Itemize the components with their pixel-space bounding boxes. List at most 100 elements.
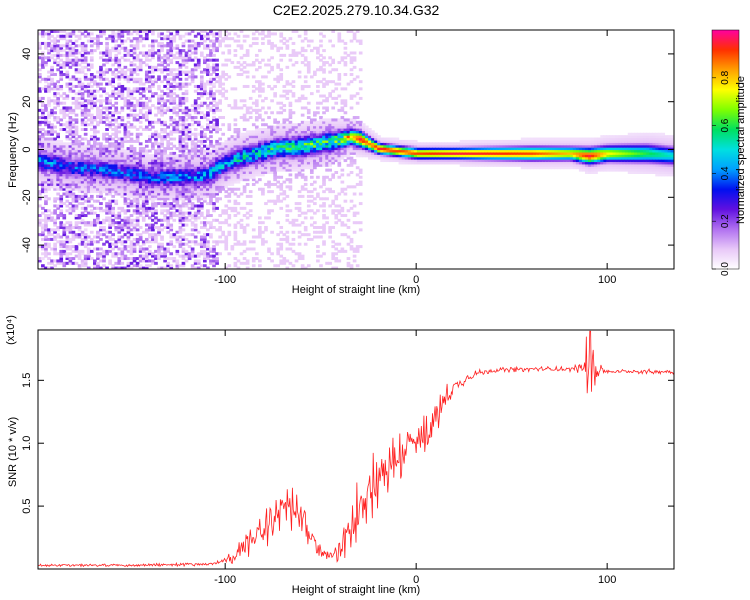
spectrogram-cell bbox=[117, 257, 122, 261]
spectrogram-cell bbox=[236, 147, 241, 151]
spectrogram-cell bbox=[141, 187, 146, 191]
spectrogram-cell bbox=[135, 178, 140, 182]
spectrogram-cell bbox=[300, 53, 305, 57]
spectrogram-cell bbox=[132, 223, 137, 227]
spectrogram-cell bbox=[89, 49, 94, 53]
spectrogram-cell bbox=[261, 82, 265, 86]
spectrogram-cell bbox=[270, 135, 274, 139]
spectrogram-cell bbox=[123, 75, 128, 79]
spectrogram-cell bbox=[154, 190, 158, 194]
spectrogram-cell bbox=[117, 261, 122, 265]
spectrogram-cell bbox=[206, 161, 210, 165]
spectrogram-cell bbox=[62, 192, 67, 196]
spectrogram-cell bbox=[288, 168, 293, 172]
spectrogram-cell bbox=[83, 228, 88, 232]
spectrogram-cell bbox=[285, 218, 290, 222]
spectrogram-cell bbox=[80, 178, 85, 182]
spectrogram-cell bbox=[233, 257, 238, 261]
spectrogram-cell bbox=[141, 82, 146, 86]
spectrogram-cell bbox=[163, 92, 167, 96]
spectrogram-cell bbox=[102, 185, 106, 189]
spectrogram-cell bbox=[270, 171, 274, 174]
spectrogram-cell bbox=[178, 225, 183, 229]
spectrogram-cell bbox=[99, 56, 103, 60]
spectrogram-cell bbox=[77, 225, 82, 229]
spectrogram-cell bbox=[303, 144, 308, 148]
spectrogram-cell bbox=[135, 137, 140, 141]
spectrogram-cell bbox=[68, 159, 73, 163]
spectrogram-cell bbox=[251, 144, 256, 148]
spectrogram-cell bbox=[206, 202, 210, 206]
spectrogram-cell bbox=[62, 214, 67, 218]
spectrogram-cell bbox=[303, 211, 308, 215]
spectrogram-cell bbox=[264, 216, 268, 220]
spectrogram-cell bbox=[196, 178, 201, 182]
spectrogram-cell bbox=[258, 228, 262, 232]
spectrogram-cell bbox=[273, 166, 277, 170]
spectrogram-cell bbox=[47, 58, 51, 62]
spectrogram-cell bbox=[288, 123, 293, 127]
spectrogram-cell bbox=[218, 108, 222, 112]
spectrogram-cell bbox=[47, 113, 51, 117]
spectrogram-cell bbox=[279, 77, 284, 81]
spectrogram-cell bbox=[233, 214, 238, 218]
spectrogram-cell bbox=[184, 233, 189, 237]
spectrogram-cell bbox=[86, 113, 91, 117]
spectrogram-cell bbox=[306, 142, 311, 146]
spectrogram-cell bbox=[233, 151, 238, 155]
spectrogram-cell bbox=[68, 137, 73, 141]
spectrogram-cell bbox=[117, 111, 122, 115]
spectrogram-cell bbox=[129, 168, 134, 172]
spectrogram-cell bbox=[41, 175, 45, 179]
spectrogram-cell bbox=[74, 199, 79, 203]
spectrogram-cell bbox=[236, 154, 241, 158]
spectrogram-cell bbox=[270, 144, 274, 148]
spectrogram-cell bbox=[239, 44, 244, 48]
spectrogram-cell bbox=[303, 151, 308, 155]
spectrogram-cell bbox=[221, 116, 226, 120]
spectrogram-cell bbox=[144, 96, 149, 100]
spectrogram-cell bbox=[199, 147, 204, 151]
spectrogram-cell bbox=[138, 214, 143, 218]
spectrogram-cell bbox=[86, 254, 91, 258]
spectrogram-cell bbox=[166, 94, 171, 98]
spectrogram-cell bbox=[297, 132, 302, 136]
spectrogram-cell bbox=[248, 106, 253, 110]
spectrogram-cell bbox=[144, 32, 149, 36]
spectrogram-cell bbox=[62, 111, 67, 115]
spectrogram-cell bbox=[77, 242, 82, 246]
spectrogram-cell bbox=[178, 192, 183, 196]
spectrogram-cell bbox=[151, 56, 155, 60]
spectrogram-cell bbox=[108, 159, 112, 163]
spectrogram-cell bbox=[297, 171, 302, 174]
spectrogram-cell bbox=[279, 101, 284, 105]
spectrogram-cell bbox=[206, 73, 210, 77]
spectrogram-cell bbox=[279, 175, 284, 179]
spectrogram-cell bbox=[157, 94, 161, 98]
spectrogram-cell bbox=[169, 192, 174, 196]
spectrogram-cell bbox=[93, 135, 97, 139]
spectrogram-cell bbox=[258, 65, 262, 69]
spectrogram-cell bbox=[148, 120, 152, 124]
spectrogram-cell bbox=[114, 142, 119, 146]
spectrogram-cell bbox=[56, 61, 60, 65]
spectrogram-cell bbox=[203, 34, 207, 38]
spectrogram-cell bbox=[242, 154, 247, 158]
spectrogram-cell bbox=[41, 58, 45, 62]
spectrogram-cell bbox=[141, 197, 146, 201]
spectrogram-cell bbox=[227, 216, 232, 220]
spectrogram-cell bbox=[291, 166, 296, 170]
spectrogram-cell bbox=[157, 101, 161, 105]
spectrogram-cell bbox=[218, 156, 222, 160]
spectrogram-cell bbox=[184, 89, 189, 93]
spectrogram-cell bbox=[209, 144, 213, 148]
spectrogram-cell bbox=[80, 127, 85, 131]
spectrogram-cell bbox=[47, 49, 51, 53]
spectrogram-cell bbox=[47, 51, 51, 55]
spectrogram-cell bbox=[132, 89, 137, 93]
spectrogram-cell bbox=[184, 223, 189, 227]
spectrogram-cell bbox=[297, 144, 302, 148]
spectrogram-cell bbox=[309, 75, 314, 79]
spectrogram-cell bbox=[166, 163, 171, 167]
spectrogram-cell bbox=[184, 73, 189, 77]
